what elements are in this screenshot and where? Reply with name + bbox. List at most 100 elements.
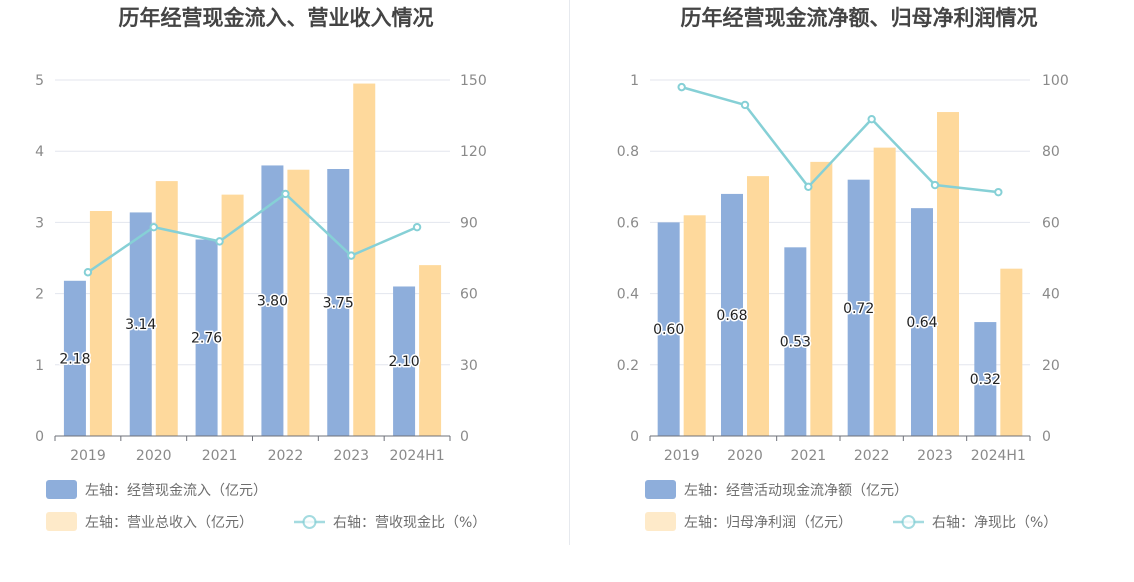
ratio-point xyxy=(281,189,290,199)
ratio-line xyxy=(681,85,999,194)
right-axis-tick-label: 0 xyxy=(1042,429,1051,445)
cash-inflow-revenue-chart: 历年经营现金流入、营业收入情况 0 0 1 30 2 60 3 90 4 120 5 150 2019 2… xyxy=(35,6,487,531)
revenue-bar xyxy=(873,147,896,436)
bar-data-label: 3.80 xyxy=(257,294,288,310)
x-axis-category-label: 2022 xyxy=(854,448,890,464)
left-axis-tick-label: 2 xyxy=(35,287,44,303)
right-axis-tick-label: 90 xyxy=(460,215,478,231)
cash-bar xyxy=(657,222,680,436)
right-axis-tick-label: 150 xyxy=(460,73,487,89)
bar-data-label: 3.14 xyxy=(125,317,156,333)
legend-marker xyxy=(302,515,317,529)
legend-item: 左轴：经营现金流入（亿元） xyxy=(46,480,267,499)
bar-data-label: 2.10 xyxy=(388,354,419,370)
ratio-point xyxy=(677,82,686,92)
ratio-point xyxy=(149,222,158,232)
legend-label: 左轴：经营活动现金流净额（亿元） xyxy=(684,483,908,499)
cash-bar xyxy=(195,239,218,436)
legend-marker xyxy=(901,515,916,529)
legend-item: 右轴：净现比（%） xyxy=(893,515,1057,531)
ratio-point xyxy=(804,182,813,192)
revenue-bar xyxy=(1000,268,1023,436)
legend-item: 左轴：归母净利润（亿元） xyxy=(645,512,852,531)
x-axis-category-label: 2019 xyxy=(70,448,106,464)
revenue-bar xyxy=(747,176,769,436)
left-axis-tick-label: 5 xyxy=(35,73,44,89)
bar-data-label: 0.64 xyxy=(906,315,937,331)
ratio-point xyxy=(215,237,224,246)
revenue-bar xyxy=(155,181,178,436)
cash-bar xyxy=(974,322,997,436)
x-axis-category-label: 2020 xyxy=(136,448,172,464)
bar-data-label: 0.32 xyxy=(970,372,1001,388)
revenue-bar xyxy=(353,83,376,436)
x-axis-category-label: 2021 xyxy=(791,448,827,464)
revenue-bar xyxy=(810,161,833,436)
x-axis-category-label: 2024H1 xyxy=(390,448,445,464)
right-axis-tick-label: 100 xyxy=(1042,73,1069,89)
left-axis-tick-label: 0.2 xyxy=(617,358,639,374)
right-axis-tick-label: 40 xyxy=(1042,287,1060,303)
left-axis-tick-label: 0.6 xyxy=(617,215,639,231)
bar-data-label: 0.72 xyxy=(843,301,874,317)
chart-title: 历年经营现金流入、营业收入情况 xyxy=(119,6,434,30)
net-cash-flow-profit-chart: 历年经营现金流净额、归母净利润情况 0 0 0.2 20 0.4 40 0.6 60 0.8 80… xyxy=(617,6,1069,531)
ratio-point xyxy=(867,114,876,124)
right-axis-tick-label: 60 xyxy=(1042,215,1060,231)
ratio-point xyxy=(740,100,750,110)
ratio-point xyxy=(412,222,422,232)
legend-label: 左轴：归母净利润（亿元） xyxy=(684,514,852,531)
cash-bar xyxy=(261,165,284,436)
cash-bar xyxy=(847,179,870,436)
cash-bar xyxy=(129,212,152,436)
left-axis-tick-label: 1 xyxy=(630,73,639,89)
ratio-point xyxy=(994,187,1003,197)
x-axis-category-label: 2023 xyxy=(333,448,369,464)
revenue-bar xyxy=(89,211,112,436)
cash-bar xyxy=(721,193,743,436)
ratio-point xyxy=(930,180,940,190)
legend-label: 左轴：经营现金流入（亿元） xyxy=(85,483,267,499)
left-axis-tick-label: 0 xyxy=(35,429,44,445)
bar-data-label: 2.18 xyxy=(59,351,90,367)
cash-bar xyxy=(63,280,86,436)
legend-swatch xyxy=(46,480,77,499)
legend-swatch xyxy=(645,512,676,531)
cash-bar xyxy=(327,169,350,436)
revenue-bar xyxy=(937,112,959,436)
right-axis-tick-label: 30 xyxy=(460,358,478,374)
right-axis-tick-label: 0 xyxy=(460,429,469,445)
revenue-bar xyxy=(683,215,706,436)
left-axis-tick-label: 0.8 xyxy=(617,144,639,160)
left-axis-tick-label: 3 xyxy=(35,215,44,231)
revenue-bar xyxy=(287,169,310,436)
cash-bar xyxy=(911,208,933,436)
x-axis-category-label: 2019 xyxy=(664,448,700,464)
right-axis-tick-label: 120 xyxy=(460,144,487,160)
left-axis-tick-label: 4 xyxy=(35,144,44,160)
panel-divider xyxy=(569,0,570,545)
x-axis-category-label: 2021 xyxy=(202,448,238,464)
legend-label: 左轴：营业总收入（亿元） xyxy=(85,515,253,531)
revenue-bar xyxy=(221,194,244,436)
bar-data-label: 2.76 xyxy=(191,331,222,347)
x-axis-category-label: 2024H1 xyxy=(971,448,1026,464)
left-axis-tick-label: 0.4 xyxy=(617,287,639,303)
bar-data-label: 0.68 xyxy=(716,308,747,324)
legend-swatch xyxy=(645,480,676,499)
ratio-point xyxy=(347,251,356,260)
legend-label: 右轴：营收现金比（%） xyxy=(333,515,486,531)
bar-data-label: 0.60 xyxy=(653,322,684,338)
legend-item: 左轴：经营活动现金流净额（亿元） xyxy=(645,480,908,499)
left-axis-tick-label: 0 xyxy=(630,429,639,445)
chart-title: 历年经营现金流净额、归母净利润情况 xyxy=(681,6,1038,30)
right-axis-tick-label: 20 xyxy=(1042,358,1060,374)
right-axis-tick-label: 60 xyxy=(460,287,478,303)
legend-item: 左轴：营业总收入（亿元） xyxy=(46,512,253,531)
cash-bar xyxy=(393,286,416,436)
legend-label: 右轴：净现比（%） xyxy=(932,515,1057,531)
cash-bar xyxy=(784,247,807,436)
bar-data-label: 3.75 xyxy=(323,296,354,312)
legend-swatch xyxy=(46,512,77,531)
